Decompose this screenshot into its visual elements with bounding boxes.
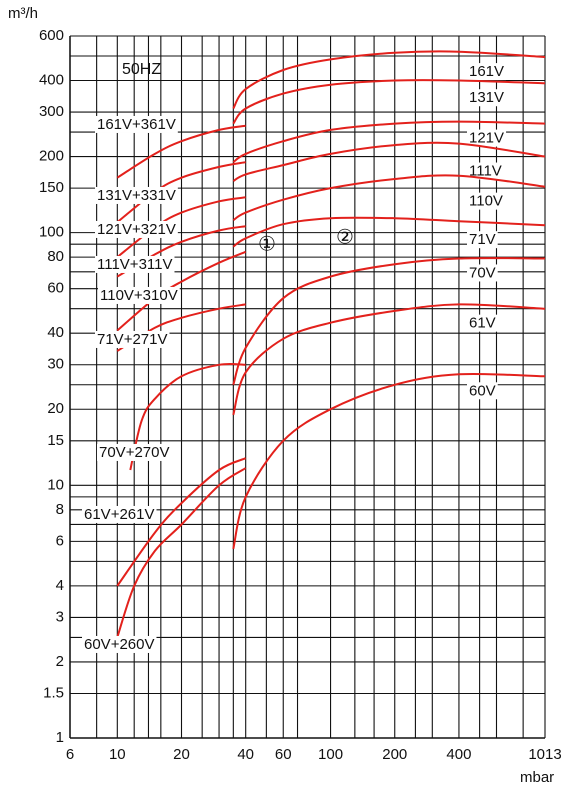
x-tick-label: 10	[109, 746, 126, 763]
curve	[232, 257, 546, 386]
series-label: 70V+270V	[99, 444, 169, 461]
label-background	[95, 220, 178, 238]
y-tick-label: 300	[39, 103, 64, 120]
series-label: 111V	[469, 163, 502, 180]
x-tick-label: 60	[275, 746, 292, 763]
curve	[232, 216, 546, 248]
y-axis-label: m³/h	[8, 5, 38, 22]
series-label: 70V	[469, 264, 496, 281]
y-tick-label: 40	[47, 324, 64, 341]
curve	[232, 303, 546, 416]
series-label: 110V	[469, 193, 503, 210]
series-label: 110V+310V	[100, 287, 178, 304]
curve	[232, 372, 546, 550]
y-tick-label: 60	[47, 280, 64, 297]
series-label: 71V	[469, 231, 496, 248]
curve	[232, 120, 546, 164]
x-tick-label: 100	[318, 746, 343, 763]
curve	[116, 124, 246, 179]
y-tick-label: 150	[39, 179, 64, 196]
x-tick-label: 6	[66, 746, 74, 763]
grid	[69, 35, 546, 739]
series-label: 61V+261V	[84, 506, 154, 523]
x-tick-label: 400	[446, 746, 471, 763]
label-background	[467, 314, 498, 332]
label-background	[467, 264, 498, 282]
label-background	[95, 186, 178, 204]
label-background	[467, 192, 505, 210]
x-tick-label: 1013	[528, 746, 561, 763]
y-tick-label: 1	[56, 729, 64, 746]
label-background	[467, 162, 504, 180]
series-label: 60V	[469, 382, 496, 399]
y-tick-label: 4	[56, 577, 64, 594]
y-tick-label: 20	[47, 400, 64, 417]
series-label: 131V	[469, 89, 504, 106]
label-background	[82, 505, 157, 523]
y-tick-label: 80	[47, 248, 64, 265]
series-label: 131V+331V	[97, 187, 176, 204]
series-label: 121V+321V	[97, 221, 176, 238]
series-label: 71V+271V	[97, 331, 167, 348]
y-tick-label: 30	[47, 356, 64, 373]
x-tick-label: 20	[173, 746, 190, 763]
x-tick-label: 200	[382, 746, 407, 763]
curve	[232, 50, 546, 110]
y-tick-label: 10	[47, 476, 64, 493]
label-background	[467, 63, 507, 81]
curve	[232, 141, 546, 182]
label-background	[467, 382, 498, 400]
label-background	[97, 443, 172, 461]
series-label: 61V	[469, 315, 496, 332]
series-label: 111V+311V	[97, 256, 172, 273]
label-background	[467, 231, 498, 249]
label-background	[467, 129, 507, 147]
y-tick-label: 1.5	[43, 684, 64, 701]
y-tick-label: 3	[56, 608, 64, 625]
y-tick-label: 100	[39, 224, 64, 241]
label-background	[467, 89, 507, 107]
curve	[129, 362, 246, 471]
series-label: 121V	[469, 130, 504, 147]
curve	[116, 250, 247, 332]
annotation: ②	[336, 226, 354, 248]
annotation: 50HZ	[122, 61, 161, 78]
series-label: 161V	[469, 63, 504, 80]
y-tick-label: 200	[39, 148, 64, 165]
y-tick-label: 600	[39, 27, 64, 44]
label-background	[95, 255, 175, 273]
y-tick-label: 6	[56, 532, 64, 549]
curve	[232, 174, 546, 222]
x-tick-label: 40	[237, 746, 254, 763]
x-axis-label: mbar	[520, 769, 554, 786]
label-background	[98, 286, 180, 304]
y-tick-label: 15	[47, 432, 64, 449]
curve	[116, 467, 247, 638]
series-label: 60V+260V	[84, 636, 154, 653]
label-background	[82, 635, 157, 653]
curve	[116, 457, 247, 587]
curve	[232, 79, 546, 125]
label-background	[95, 330, 170, 348]
y-tick-label: 2	[56, 653, 64, 670]
series-label: 161V+361V	[97, 116, 176, 133]
y-tick-label: 8	[56, 501, 64, 518]
y-tick-label: 400	[39, 71, 64, 88]
label-background	[95, 115, 178, 133]
